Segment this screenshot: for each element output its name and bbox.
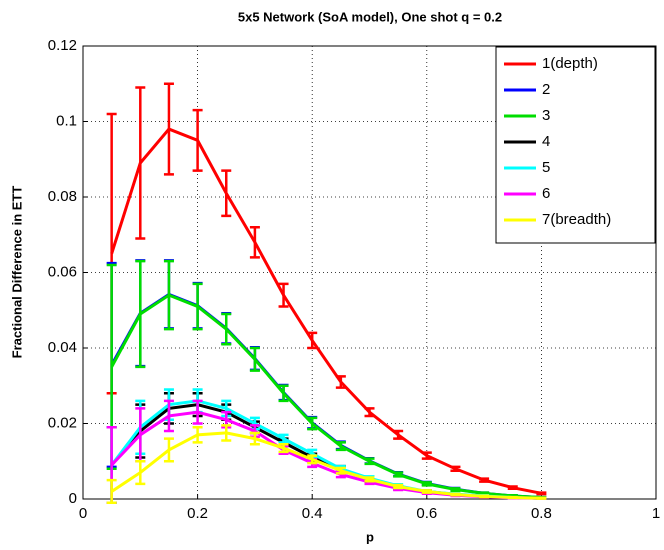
y-tick-label: 0.08 [48, 188, 77, 205]
legend-label: 2 [542, 81, 550, 98]
data-line [110, 293, 542, 499]
legend-label: 4 [542, 133, 550, 150]
data-line [110, 127, 542, 495]
y-tick-label: 0.12 [48, 37, 77, 54]
legend-label: 7(breadth) [542, 211, 611, 228]
y-axis-label: Fractional Difference in ETT [9, 186, 24, 359]
legend-label: 1(depth) [542, 55, 598, 72]
x-tick-label: 0 [79, 505, 87, 522]
x-tick-label: 0.6 [416, 505, 437, 522]
legend-label: 6 [542, 185, 550, 202]
x-axis-label: p [366, 529, 374, 544]
x-tick-label: 1 [652, 505, 660, 522]
x-tick-label: 0.8 [531, 505, 552, 522]
data-line [110, 431, 542, 500]
chart-title: 5x5 Network (SoA model), One shot q = 0.… [238, 9, 502, 24]
plot-frame [82, 45, 657, 500]
y-tick-label: 0.06 [48, 263, 77, 280]
x-tick-label: 0.4 [302, 505, 323, 522]
legend-label: 3 [542, 107, 550, 124]
y-tick-label: 0 [69, 490, 77, 507]
y-tick-label: 0.1 [56, 112, 77, 129]
legend-label: 5 [542, 159, 550, 176]
y-tick-label: 0.02 [48, 414, 77, 431]
legend-box [495, 46, 656, 244]
y-tick-label: 0.04 [48, 339, 77, 356]
x-tick-label: 0.2 [187, 505, 208, 522]
